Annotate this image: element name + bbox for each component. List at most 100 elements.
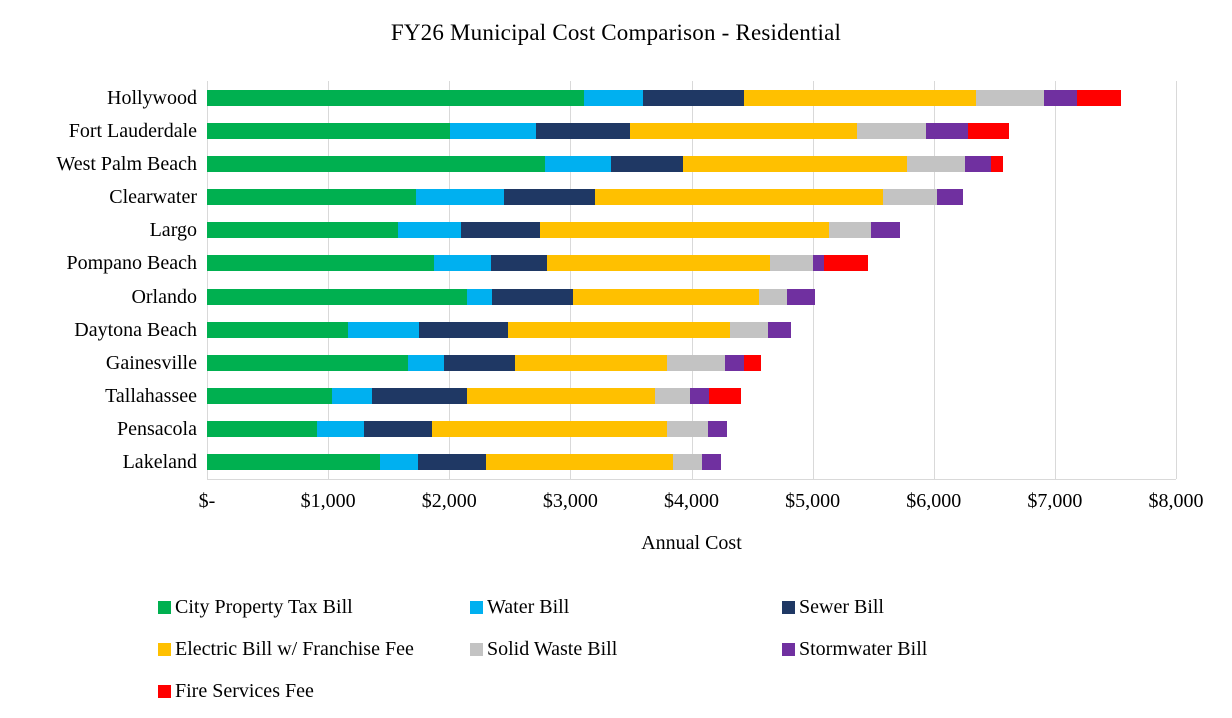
stacked-bar [207,255,1176,272]
bar-segment [408,354,445,371]
y-axis-label: Lakeland [122,451,197,474]
legend-swatch-icon [158,685,171,698]
stacked-bar [207,421,1176,438]
y-axis-label: Orlando [131,285,197,308]
bar-segment [433,255,492,272]
bar-segment [207,222,399,239]
bar-segment [461,222,541,239]
y-axis-label: Gainesville [105,351,197,374]
bar-segment [666,421,708,438]
stacked-bar [207,288,1176,305]
bar-segment [583,89,644,106]
bar-segment [683,155,908,172]
legend-item-fire-services-fee: Fire Services Fee [158,681,470,702]
x-axis-ticks: $- $1,000 $2,000 $3,000 $4,000 $5,000 $6,000 $7… [199,490,1204,514]
bar-segment [655,388,690,405]
x-axis-title: Annual Cost [641,532,742,554]
bar-segment [770,255,813,272]
bar-segment [701,454,721,471]
bar-row-largo [207,214,1176,247]
stacked-bar [207,222,1176,239]
gridline [933,81,935,479]
x-axis-tick-label: $6,000 [906,490,962,512]
bar-row-orlando [207,280,1176,313]
bar-segment [1043,89,1078,106]
x-axis-tick-label: $2,000 [421,490,477,512]
bar-segment [629,122,857,139]
legend-item-sewer-bill: Sewer Bill [782,597,1094,618]
stacked-bar [207,454,1176,471]
legend-swatch-icon [158,643,171,656]
bar-segment [207,155,545,172]
bar-segment [768,321,791,338]
y-axis-label: Tallahassee [105,385,197,408]
bar-segment [418,321,508,338]
legend-label: Sewer Bill [799,596,884,618]
bar-row-fort-lauderdale [207,114,1176,147]
bar-row-pompano-beach [207,247,1176,280]
stacked-bar [207,122,1176,139]
bar-segment [348,321,419,338]
x-axis-tick-label: $7,000 [1027,490,1083,512]
bar-segment [824,255,868,272]
y-axis-label: Pompano Beach [66,252,197,275]
x-axis-tick-label: $3,000 [542,490,598,512]
y-axis-label: Largo [149,219,197,242]
gridline [207,81,208,479]
x-axis-tick-label: $1,000 [300,490,356,512]
bar-segment [925,122,969,139]
bar-segment [544,155,611,172]
bar-segment [936,189,964,206]
gridline [328,81,330,479]
bar-segment [594,189,884,206]
legend-swatch-icon [782,643,795,656]
chart-title: FY26 Municipal Cost Comparison - Residen… [390,20,842,45]
bar-segment [450,122,537,139]
legend: City Property Tax Bill Water Bill Sewer Bi… [158,597,1138,702]
bar-segment [1077,89,1121,106]
gridline [1176,81,1177,479]
legend-swatch-icon [470,643,483,656]
bar-segment [207,388,333,405]
bar-segment [207,354,409,371]
bar-segment [380,454,418,471]
bar-segment [907,155,966,172]
bar-segment [968,122,1010,139]
stacked-bar [207,354,1176,371]
x-axis-tick-label: $5,000 [785,490,841,512]
y-axis-labels: Hollywood Fort Lauderdale West Palm Beach C… [0,81,197,479]
y-axis-label: Fort Lauderdale [68,119,197,142]
x-axis-tick-label: $- [198,490,216,512]
bar-segment [787,288,815,305]
gridline [691,81,693,479]
bar-segment [540,222,829,239]
gridline [570,81,572,479]
gridline [1054,81,1056,479]
legend-item-water-bill: Water Bill [470,597,782,618]
bar-segment [207,321,349,338]
bar-segment [643,89,744,106]
bar-segment [364,421,432,438]
bar-segment [207,189,416,206]
bar-segment [976,89,1044,106]
bar-row-clearwater [207,181,1176,214]
bar-segment [828,222,872,239]
bar-segment [398,222,462,239]
gridline [449,81,451,479]
bar-segment [207,454,381,471]
bar-segment [573,288,759,305]
bar-segment [990,155,1004,172]
stacked-bar [207,388,1176,405]
legend-label: Solid Waste Bill [487,638,618,660]
bar-segment [709,388,741,405]
legend-item-solid-waste-bill: Solid Waste Bill [470,639,782,660]
bar-row-lakeland [207,446,1176,479]
bar-segment [758,288,788,305]
plot-area [207,81,1177,480]
bar-segment [610,155,683,172]
bar-segment [707,421,727,438]
y-axis-label: Daytona Beach [74,318,197,341]
bar-segment [207,421,317,438]
bar-segment [207,255,434,272]
bar-segment [415,189,504,206]
